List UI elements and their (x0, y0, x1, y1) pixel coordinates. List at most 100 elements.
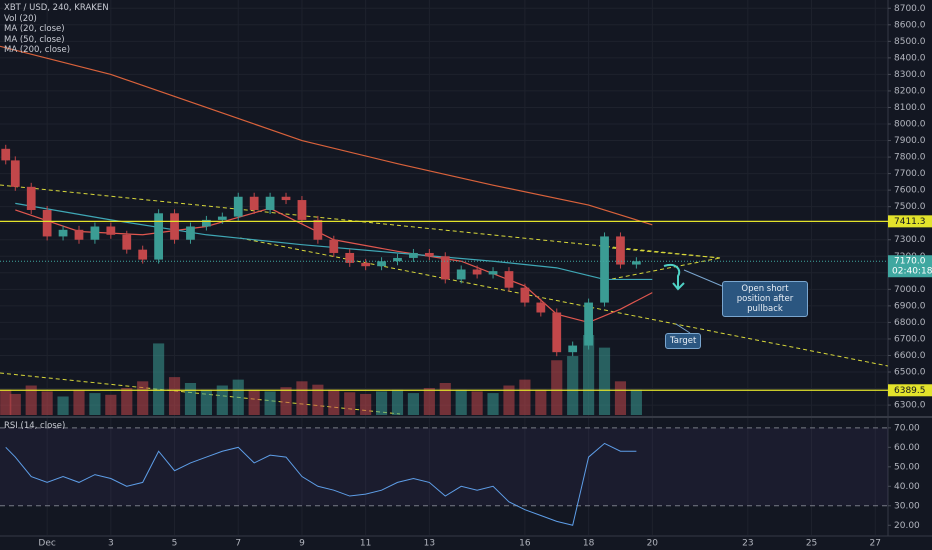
candle-body (345, 252, 355, 263)
candle-body (42, 209, 52, 237)
candle-body (249, 196, 259, 210)
volume-bar (200, 389, 212, 415)
volume-bar (535, 389, 547, 415)
level-label: 7411.3 (894, 217, 926, 227)
candle-body (568, 345, 578, 353)
y-tick-label: 8100.0 (894, 103, 926, 113)
trend-line (239, 237, 888, 367)
volume-bar (551, 360, 563, 415)
rsi-line (5, 442, 637, 526)
volume-bar (184, 383, 197, 415)
y-tick-label: 7500.0 (894, 202, 926, 212)
candle-body (520, 287, 530, 303)
volume-bar (296, 381, 308, 415)
moving-average (15, 202, 653, 281)
volume-bar (41, 391, 53, 415)
legend: XBT / USD, 240, KRAKEN Vol (20) MA (20, … (4, 3, 109, 56)
volume-bar (9, 393, 21, 415)
y-tick-label: 8000.0 (894, 120, 926, 130)
x-tick-label: 5 (172, 539, 178, 549)
volume-bar (375, 391, 388, 415)
volume-bar (89, 393, 101, 415)
rsi-legend: RSI (14, close) (4, 421, 65, 432)
level-label: 6389.5 (894, 386, 926, 396)
candle-body (74, 229, 84, 240)
candle-body (456, 269, 466, 280)
candle-body (297, 200, 307, 220)
legend-ma: MA (20, close) (4, 24, 65, 34)
candle-body (233, 196, 243, 217)
x-tick-label: 18 (583, 539, 595, 549)
rsi-tick-label: 20.00 (894, 521, 920, 531)
volume-bar (105, 394, 117, 415)
last-price-label: 7170.0 (894, 257, 926, 267)
legend-title: XBT / USD, 240, KRAKEN (4, 3, 109, 13)
x-tick-label: 16 (519, 539, 531, 549)
y-tick-label: 6800.0 (894, 318, 926, 328)
y-tick-label: 7300.0 (894, 235, 926, 245)
volume-bar (121, 388, 133, 415)
volume-bar (216, 385, 228, 415)
y-tick-label: 8700.0 (894, 4, 926, 14)
y-tick-label: 8300.0 (894, 70, 926, 80)
volume-bar (598, 347, 611, 415)
volume-bar (312, 384, 324, 415)
volume-bar (391, 389, 404, 415)
volume-bar (423, 388, 435, 415)
candle-body (281, 196, 291, 201)
y-tick-label: 7000.0 (894, 285, 926, 295)
candle-body (202, 219, 211, 227)
callout-line (683, 269, 723, 287)
countdown-label: 02:40:18 (892, 267, 932, 277)
candle-body (488, 271, 498, 275)
y-tick-label: 7600.0 (894, 186, 926, 196)
candle-body (122, 234, 132, 250)
candle-body (217, 216, 227, 220)
y-tick-label: 6900.0 (894, 301, 926, 311)
candle-body (472, 269, 482, 275)
y-tick-label: 7900.0 (894, 136, 926, 146)
rsi-tick-label: 40.00 (894, 482, 920, 492)
y-tick-label: 6500.0 (894, 368, 926, 378)
x-tick-label: 13 (424, 539, 435, 549)
candle-body (170, 213, 179, 240)
arrows (663, 264, 723, 334)
y-tick-label: 8200.0 (894, 86, 926, 96)
candle-body (138, 249, 148, 260)
legend-volume: Vol (20) (4, 13, 37, 24)
grid (0, 0, 888, 535)
x-tick-label: 23 (742, 539, 753, 549)
x-tick-label: 11 (360, 539, 371, 549)
annotation: Target (665, 333, 702, 349)
x-tick-label: 25 (806, 539, 817, 549)
candle-body (186, 226, 195, 240)
rsi-tick-label: 70.00 (894, 423, 920, 433)
candle-body (106, 226, 116, 235)
rsi-tick-label: 50.00 (894, 462, 920, 472)
candle-body (552, 312, 562, 353)
trend-line (0, 184, 721, 259)
x-tick-label: 9 (299, 539, 305, 549)
volume-bar (344, 392, 356, 415)
volume-bar (519, 379, 531, 415)
level-label-bg (888, 384, 932, 397)
candle-body (329, 239, 339, 253)
volume-bar (583, 335, 595, 415)
x-tick-label: 20 (647, 539, 659, 549)
candle-body (536, 302, 546, 313)
arrow-head (672, 282, 685, 291)
volume-bar (248, 389, 260, 415)
moving-average (0, 45, 653, 226)
plot (0, 45, 653, 415)
volume-bar (471, 391, 483, 415)
volume-bar (503, 385, 515, 415)
volume-bar (455, 389, 467, 415)
candle-body (10, 160, 20, 187)
candle-body (1, 148, 11, 161)
y-tick-label: 8600.0 (894, 20, 926, 30)
legend-ma: MA (50, close) (4, 34, 65, 45)
volume-bar (73, 389, 85, 415)
candle-body (584, 302, 593, 346)
volume-bar (614, 381, 627, 415)
